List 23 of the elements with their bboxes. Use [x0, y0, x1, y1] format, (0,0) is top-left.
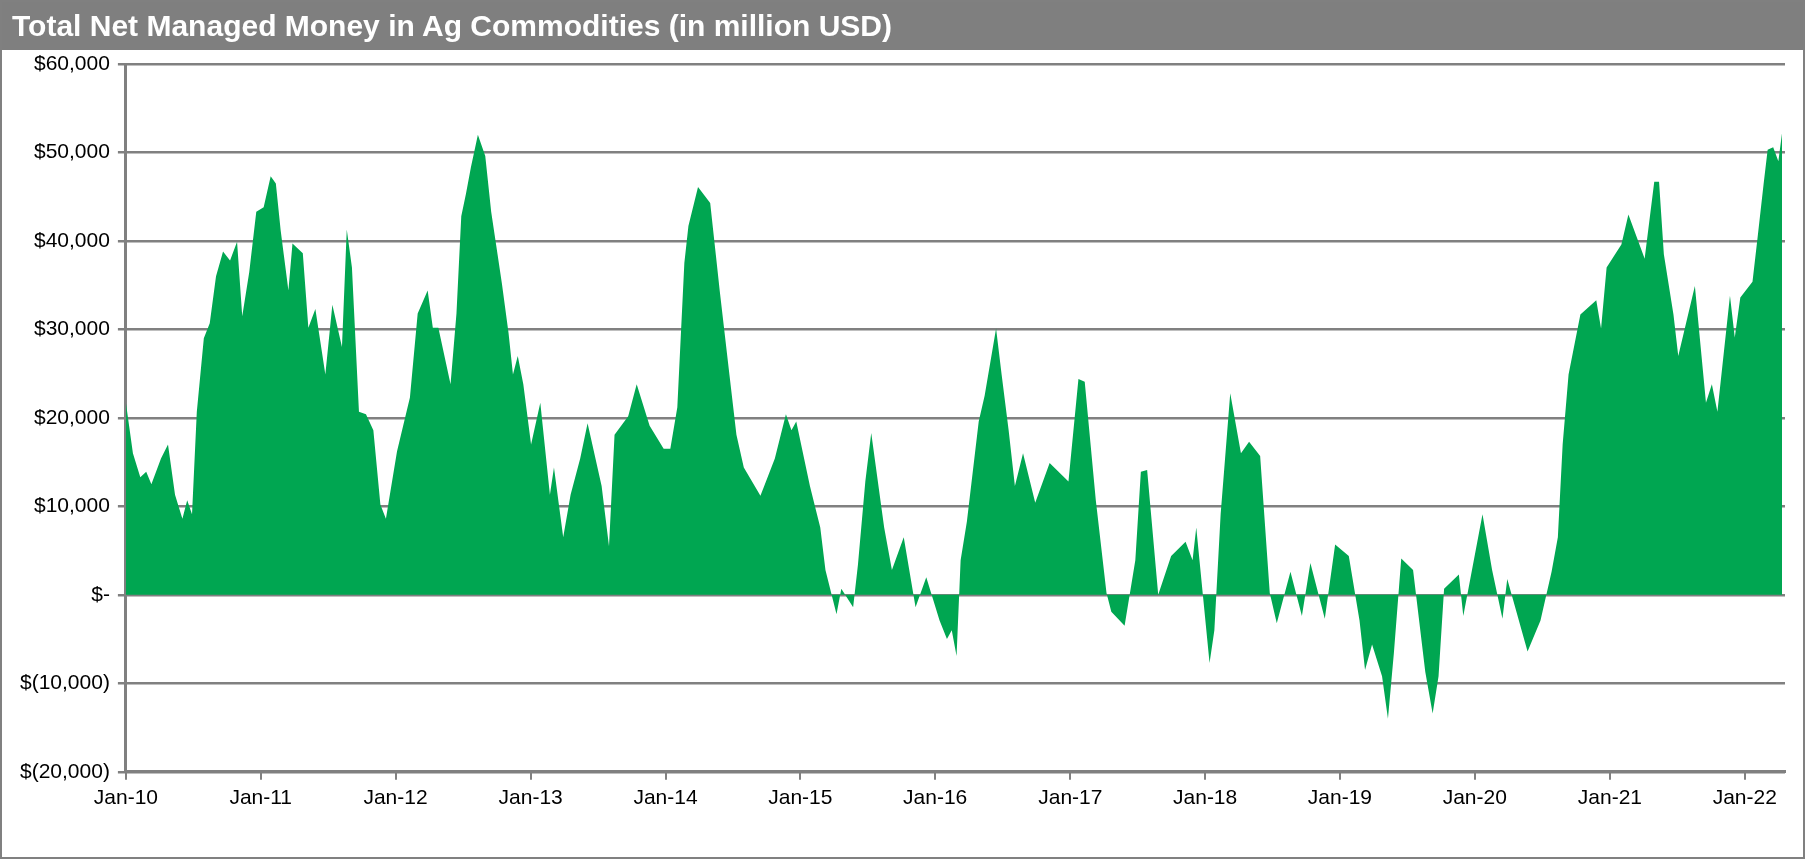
x-tick-label: Jan-13	[498, 785, 563, 809]
x-tick-label: Jan-12	[363, 785, 428, 809]
x-tick-label: Jan-21	[1577, 785, 1643, 809]
x-tick-label: Jan-14	[633, 785, 698, 809]
x-tick-label: Jan-20	[1442, 785, 1507, 809]
x-tick-label: Jan-15	[768, 785, 833, 809]
y-tick-label: $30,000	[33, 316, 110, 340]
y-tick-label: $(20,000)	[19, 758, 110, 782]
x-tick-label: Jan-17	[1038, 785, 1103, 809]
y-tick-label: $-	[91, 581, 110, 605]
x-tick-label: Jan-22	[1712, 785, 1777, 809]
y-tick-label: $10,000	[33, 493, 110, 517]
chart-title: Total Net Managed Money in Ag Commodities (in million USD)	[2, 2, 1803, 50]
x-tick-label: Jan-11	[229, 785, 293, 809]
x-tick-label: Jan-10	[93, 785, 159, 809]
y-tick-label: $(10,000)	[19, 670, 110, 694]
x-tick-label: Jan-16	[903, 785, 968, 809]
y-tick-label: $20,000	[33, 404, 110, 428]
x-tick-label: Jan-19	[1307, 785, 1373, 809]
x-tick-label: Jan-18	[1173, 785, 1238, 809]
y-tick-label: $60,000	[33, 50, 110, 74]
y-tick-label: $40,000	[33, 227, 110, 251]
y-tick-label: $50,000	[33, 139, 110, 163]
